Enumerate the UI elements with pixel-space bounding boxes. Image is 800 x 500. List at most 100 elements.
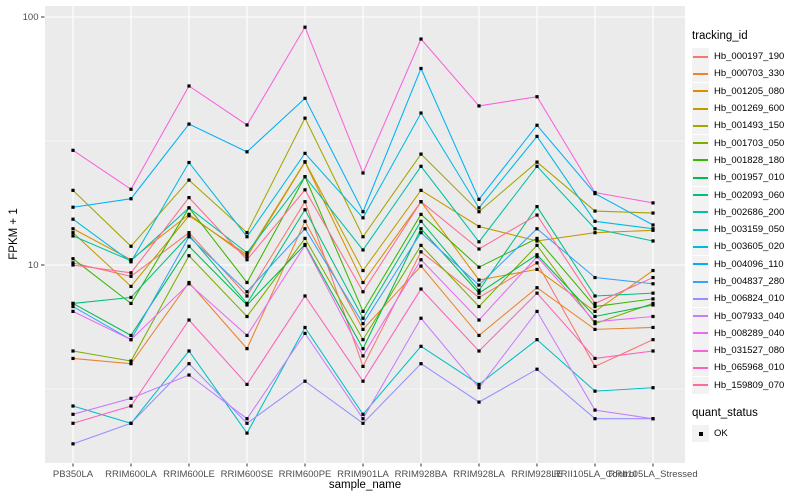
series-color-swatch	[692, 82, 709, 100]
y-axis-title: FPKM + 1	[8, 208, 20, 260]
legend-label: Hb_001493_150	[714, 120, 785, 132]
data-point	[129, 359, 133, 363]
legend-item: Hb_008289_040	[692, 324, 798, 342]
legend-label: Hb_004837_280	[714, 276, 785, 287]
data-point	[651, 227, 655, 231]
data-point	[245, 123, 249, 127]
data-point	[71, 404, 75, 408]
series-color-swatch	[692, 376, 709, 394]
series-color-swatch	[692, 359, 709, 377]
data-point	[361, 364, 365, 369]
data-point	[593, 219, 597, 223]
data-point	[593, 209, 597, 213]
data-point	[245, 347, 249, 351]
data-point	[361, 248, 365, 252]
data-point	[651, 275, 655, 280]
data-point	[651, 291, 655, 295]
x-tick-label: RRIM600LA	[105, 469, 157, 480]
line-swatch-icon	[693, 366, 708, 369]
data-point	[651, 268, 655, 273]
legend-item: Hb_007933_040	[692, 307, 798, 325]
legend-label: Hb_003159_050	[714, 224, 785, 236]
data-point	[71, 309, 75, 313]
series-color-swatch	[692, 203, 709, 221]
data-point	[245, 253, 249, 257]
data-point	[71, 301, 75, 306]
data-point	[535, 261, 539, 265]
data-point	[419, 258, 423, 262]
legend-label: Hb_000197_190	[714, 51, 785, 63]
data-point	[187, 349, 191, 353]
legend-label: Hb_002093_060	[714, 189, 785, 201]
legend-item: Hb_002686_200	[692, 203, 798, 221]
data-point	[419, 212, 423, 216]
data-point	[245, 150, 249, 154]
x-tick-label: RRIM600SE	[221, 469, 274, 480]
data-point	[593, 231, 597, 235]
data-point	[535, 236, 539, 241]
data-point	[361, 216, 365, 220]
data-point	[71, 421, 75, 425]
data-point	[651, 349, 655, 353]
data-point	[71, 205, 75, 209]
data-point	[245, 301, 249, 306]
data-point	[593, 301, 597, 306]
data-point	[477, 265, 481, 269]
data-point	[593, 294, 597, 298]
data-point	[535, 123, 539, 127]
data-point	[129, 244, 133, 248]
data-point	[245, 258, 249, 262]
line-swatch-icon	[693, 90, 708, 93]
legend-label-ok: OK	[714, 428, 728, 440]
line-swatch-icon	[693, 263, 708, 266]
data-point	[303, 188, 307, 192]
series-color-swatch	[692, 117, 709, 135]
data-point	[477, 291, 481, 295]
x-tick-label: RRIM928LA	[453, 469, 505, 480]
data-point	[187, 122, 191, 126]
ok-key-swatch	[692, 425, 709, 443]
data-point	[535, 164, 539, 168]
data-point	[419, 188, 423, 192]
data-point	[245, 235, 249, 239]
data-point	[245, 294, 249, 298]
data-point	[593, 356, 597, 361]
data-point	[303, 151, 307, 155]
data-point	[593, 309, 597, 313]
data-point	[361, 421, 365, 425]
line-swatch-icon	[693, 315, 708, 318]
data-point	[361, 417, 365, 421]
data-point	[535, 134, 539, 139]
data-point	[651, 325, 655, 330]
legend-item: Hb_159809_070	[692, 376, 798, 394]
data-point	[303, 200, 307, 204]
data-point	[303, 116, 307, 120]
data-point	[71, 231, 75, 235]
data-point	[129, 362, 133, 366]
data-point	[129, 404, 133, 408]
legend-item: Hb_003605_020	[692, 238, 798, 256]
series-color-swatch	[692, 100, 709, 118]
series-color-swatch	[692, 65, 709, 83]
data-point	[245, 231, 249, 235]
line-swatch-icon	[693, 280, 708, 283]
legend-item: Hb_001957_010	[692, 169, 798, 187]
data-point	[361, 280, 365, 285]
data-point	[187, 178, 191, 182]
data-point	[187, 195, 191, 200]
legend-label: Hb_008289_040	[714, 327, 785, 339]
data-point	[535, 291, 539, 295]
legend-label: Hb_001269_600	[714, 103, 785, 115]
data-point	[361, 268, 365, 273]
legend-label: Hb_001828_180	[714, 154, 785, 166]
data-point	[303, 294, 307, 298]
data-point	[535, 243, 539, 247]
data-point	[245, 431, 249, 435]
x-tick-label: PB350LA	[53, 469, 94, 480]
x-tick-label: RRIM928LE	[511, 469, 563, 480]
data-point	[129, 271, 133, 275]
data-point	[535, 253, 539, 257]
square-point-icon	[698, 431, 703, 436]
data-point	[535, 95, 539, 99]
data-point	[303, 208, 307, 212]
